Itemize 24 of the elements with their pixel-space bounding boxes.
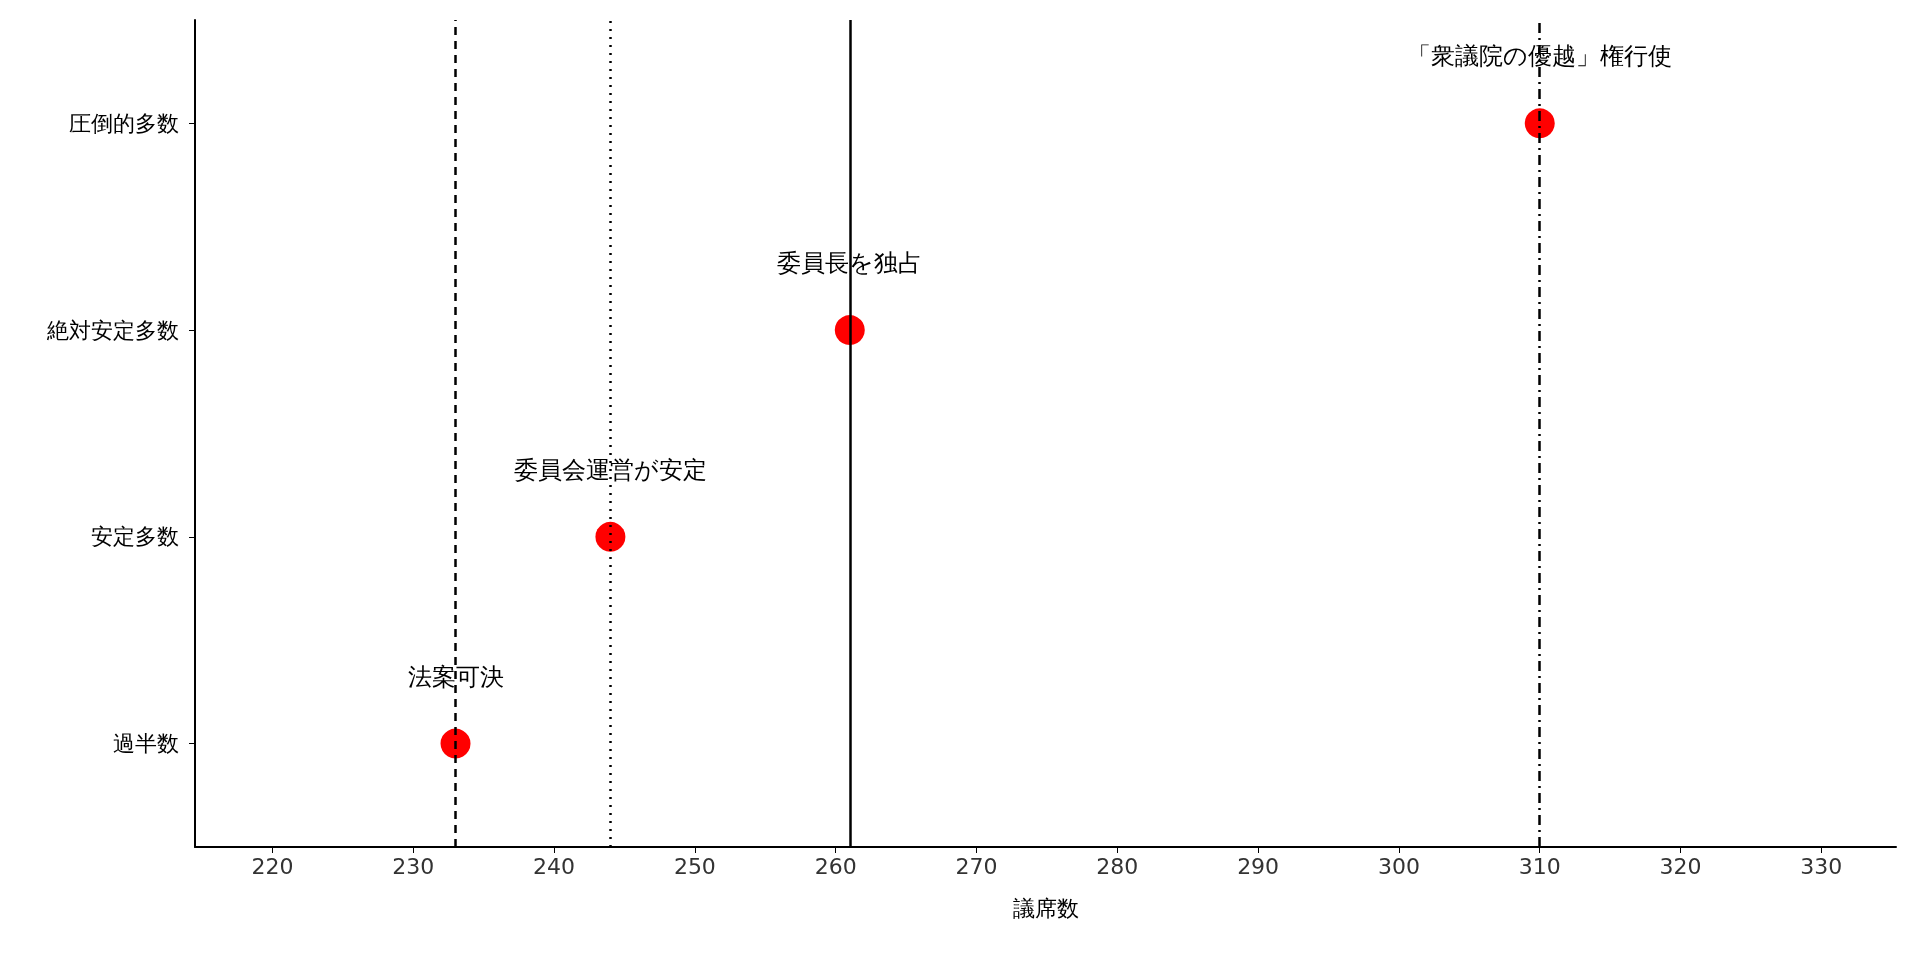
y-tick-label: 安定多数 (91, 524, 179, 550)
annotation: 「衆議院の優越」権行使 (1407, 42, 1673, 71)
annotation: 委員長を独占 (777, 249, 923, 278)
point (595, 521, 626, 552)
x-tick-label: 270 (955, 853, 998, 879)
x-tick-label: 300 (1377, 853, 1420, 879)
x-axis-title: 議席数 (1012, 895, 1079, 921)
x-tick-label: 330 (1800, 853, 1843, 879)
annotation: 委員会運営が安定 (513, 455, 707, 484)
y-tick-label: 絶対安定多数 (46, 317, 179, 343)
y-tick-label: 圧倒的多数 (69, 110, 179, 136)
x-tick-label: 310 (1518, 853, 1561, 879)
x-tick-label: 230 (392, 853, 435, 879)
y-tick-label: 過半数 (113, 731, 179, 757)
x-tick-label: 280 (1096, 853, 1139, 879)
x-tick-label: 320 (1659, 853, 1702, 879)
x-tick-label: 240 (533, 853, 576, 879)
annotation: 法案可決 (407, 662, 504, 691)
x-tick-label: 220 (251, 853, 294, 879)
x-tick-label: 290 (1237, 853, 1280, 879)
x-tick-label: 260 (814, 853, 857, 879)
x-tick-label: 250 (673, 853, 716, 879)
point (1524, 108, 1555, 139)
point (440, 728, 471, 759)
